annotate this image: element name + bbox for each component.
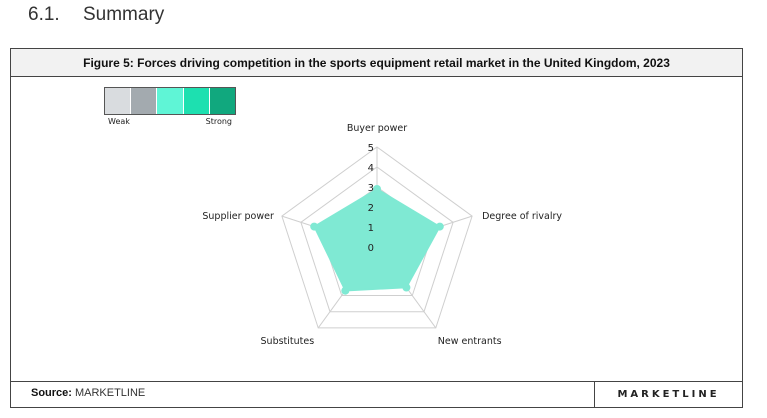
tick-label-2: 2 bbox=[368, 203, 374, 214]
radar-axis-labels: Buyer power Degree of rivalry New entrants… bbox=[202, 123, 562, 347]
legend-color-scale bbox=[104, 87, 236, 115]
grid-ring-5 bbox=[281, 146, 473, 329]
data-point-4 bbox=[341, 286, 350, 295]
legend-strong-label: Strong bbox=[205, 117, 232, 126]
figure-frame: Figure 5: Forces driving competition in … bbox=[10, 48, 743, 408]
tick-label-5: 5 bbox=[368, 143, 374, 154]
legend-swatch-1 bbox=[105, 88, 131, 114]
axis-label-substitutes: Substitutes bbox=[261, 336, 315, 347]
brand-logo-text: MARKETLINE bbox=[617, 389, 720, 400]
radar-chart: 0 1 2 3 4 5 Buyer power Degree of rivalry New e… bbox=[202, 123, 562, 347]
axis-label-new-entrants: New entrants bbox=[438, 336, 502, 347]
source-label: Source: bbox=[31, 387, 72, 399]
legend-swatch-2 bbox=[130, 88, 157, 114]
axis-label-supplier-power: Supplier power bbox=[202, 211, 274, 222]
grid-ring-4 bbox=[300, 166, 454, 313]
data-point-2 bbox=[435, 222, 444, 231]
source-line: Source: MARKETLINE bbox=[31, 387, 145, 399]
radar-series bbox=[310, 185, 444, 295]
section-heading: 6.1. Summary bbox=[28, 4, 164, 26]
section-number: 6.1. bbox=[28, 4, 60, 25]
data-point-3 bbox=[402, 283, 411, 292]
legend-swatch-4 bbox=[182, 88, 209, 114]
data-point-1 bbox=[373, 185, 381, 193]
axis-label-degree-of-rivalry: Degree of rivalry bbox=[482, 211, 562, 222]
section-title: Summary bbox=[82, 4, 165, 25]
source-value: MARKETLINE bbox=[74, 387, 146, 399]
radar-ticks: 0 1 2 3 4 5 bbox=[368, 143, 374, 254]
axis-label-buyer-power: Buyer power bbox=[347, 123, 407, 134]
legend-swatch-5 bbox=[208, 88, 236, 114]
tick-label-1: 1 bbox=[368, 223, 374, 234]
strength-legend: Weak Strong bbox=[104, 87, 236, 127]
legend-weak-label: Weak bbox=[108, 117, 130, 126]
series-area bbox=[313, 188, 441, 292]
figure-title: Figure 5: Forces driving competition in … bbox=[83, 55, 670, 70]
figure-footer: Source: MARKETLINE MARKETLINE bbox=[11, 381, 742, 407]
figure-title-bar: Figure 5: Forces driving competition in … bbox=[11, 49, 742, 77]
tick-label-3: 3 bbox=[368, 183, 374, 194]
tick-label-0: 0 bbox=[368, 243, 374, 254]
legend-swatch-3 bbox=[156, 88, 183, 114]
brand-box: MARKETLINE bbox=[594, 382, 742, 407]
tick-label-4: 4 bbox=[368, 163, 374, 174]
data-point-5 bbox=[310, 222, 319, 231]
